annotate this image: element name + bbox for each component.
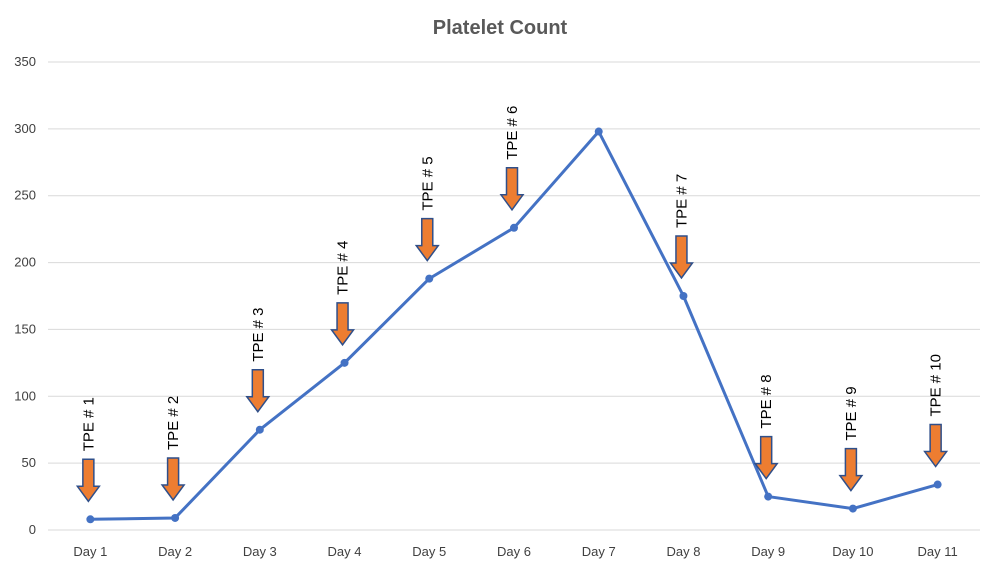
y-tick-label: 150 xyxy=(14,321,36,336)
x-tick-label: Day 9 xyxy=(751,544,785,559)
tpe-arrow xyxy=(75,458,101,503)
tpe-arrow xyxy=(499,167,525,212)
tpe-arrow xyxy=(160,457,186,502)
tpe-label: TPE # 10 xyxy=(928,354,945,417)
x-tick-label: Day 7 xyxy=(582,544,616,559)
x-tick-label: Day 2 xyxy=(158,544,192,559)
data-point xyxy=(848,504,857,513)
chart-title: Platelet Count xyxy=(433,17,568,39)
tpe-arrow xyxy=(923,423,949,468)
data-point xyxy=(510,223,518,232)
data-point xyxy=(171,513,180,522)
data-point xyxy=(764,492,773,501)
x-tick-label: Day 1 xyxy=(73,544,107,559)
data-point xyxy=(86,515,95,524)
x-tick-label: Day 5 xyxy=(412,544,446,559)
tpe-arrow xyxy=(245,368,271,413)
tpe-arrow xyxy=(414,217,440,262)
y-tick-label: 350 xyxy=(14,54,36,69)
y-tick-label: 100 xyxy=(14,388,36,403)
tpe-arrow xyxy=(668,235,694,280)
x-tick-label: Day 8 xyxy=(666,544,700,559)
tpe-label: TPE # 8 xyxy=(758,374,775,428)
data-point xyxy=(679,292,688,300)
tpe-arrow xyxy=(330,302,356,347)
x-axis-ticks: Day 1 Day 2 Day 3 Day 4 Day 5 Day 6 Day 7 Day 8… xyxy=(73,544,957,559)
series-layer xyxy=(86,127,942,524)
tpe-label: TPE # 2 xyxy=(165,396,182,450)
x-tick-label: Day 10 xyxy=(832,544,873,559)
annotation-layer: TPE # 1 TPE # 2 TPE # 3 TPE # 4 TPE # 5 TPE #… xyxy=(75,106,949,503)
tpe-label: TPE # 9 xyxy=(843,386,860,440)
y-tick-label: 200 xyxy=(14,255,36,270)
y-tick-label: 300 xyxy=(14,121,36,136)
tpe-arrow xyxy=(838,447,864,492)
data-point xyxy=(933,480,942,489)
tpe-label: TPE # 4 xyxy=(335,241,352,295)
data-point xyxy=(425,274,434,283)
tpe-label: TPE # 7 xyxy=(673,174,690,228)
data-point xyxy=(255,425,264,434)
data-point xyxy=(594,127,603,136)
tpe-arrow xyxy=(753,435,779,480)
data-point xyxy=(340,358,349,367)
y-tick-label: 250 xyxy=(14,188,36,203)
y-axis-ticks: 0 50 100 150 200 250 300 350 xyxy=(14,54,36,537)
tpe-label: TPE # 1 xyxy=(80,397,97,451)
x-tick-label: Day 6 xyxy=(497,544,531,559)
y-tick-label: 50 xyxy=(22,455,36,470)
tpe-label: TPE # 5 xyxy=(419,156,436,210)
tpe-label: TPE # 3 xyxy=(250,308,267,362)
tpe-label: TPE # 6 xyxy=(504,106,521,160)
x-tick-label: Day 4 xyxy=(328,544,362,559)
x-tick-label: Day 3 xyxy=(243,544,277,559)
x-tick-label: Day 11 xyxy=(918,544,958,559)
y-tick-label: 0 xyxy=(29,522,36,537)
